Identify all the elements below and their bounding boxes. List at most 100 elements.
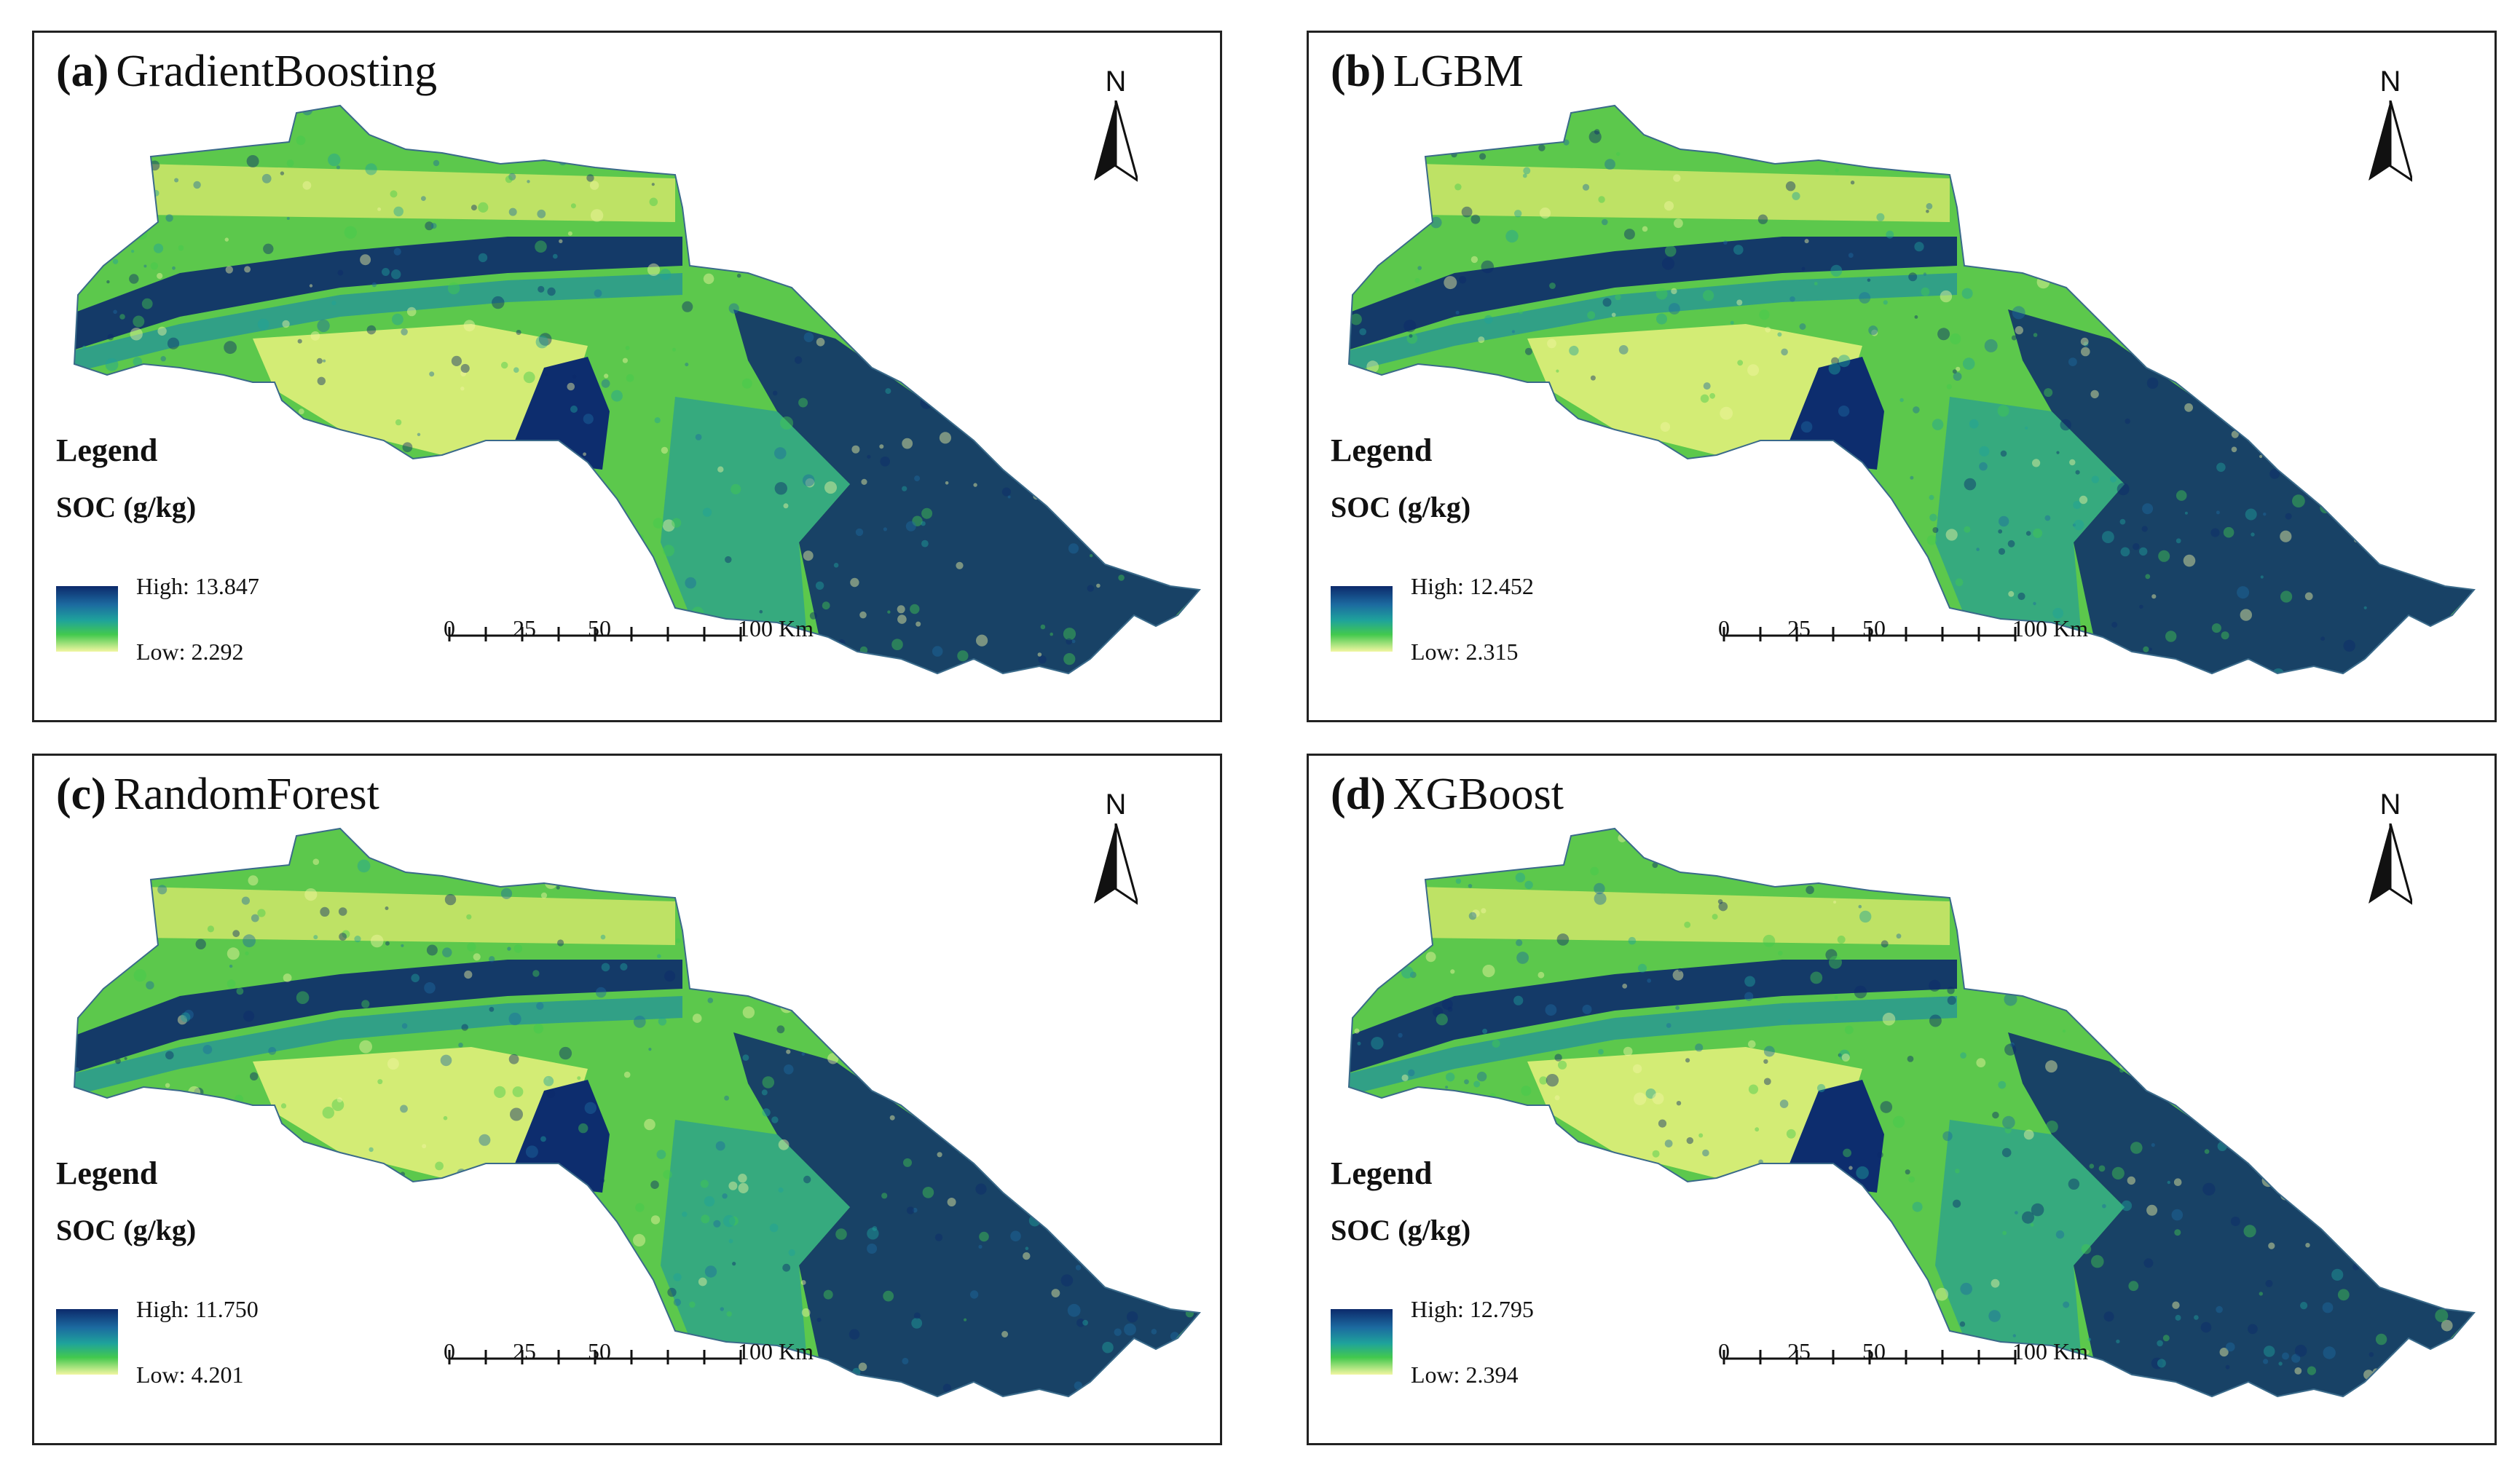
texture-dot (2259, 454, 2263, 459)
texture-dot (783, 503, 789, 509)
texture-dot (651, 183, 655, 186)
texture-dot (125, 857, 131, 863)
texture-dot (1611, 312, 1616, 317)
texture-dot (2296, 372, 2302, 379)
texture-dot (1001, 1043, 1007, 1048)
texture-dot (2253, 435, 2256, 438)
texture-dot (1663, 201, 1674, 211)
texture-dot (2097, 125, 2108, 136)
texture-dot (2289, 260, 2299, 270)
texture-dot (959, 232, 972, 246)
texture-dot (1372, 665, 1382, 673)
texture-dot (2428, 113, 2441, 126)
teal-band (1349, 996, 1957, 1098)
texture-dot (905, 521, 916, 532)
texture-dot (1825, 949, 1838, 961)
texture-dot (717, 466, 724, 473)
texture-dot (637, 547, 646, 556)
texture-dot (627, 1299, 640, 1312)
texture-dot (2059, 138, 2066, 145)
texture-dot (1594, 882, 1605, 895)
texture-dot (2263, 1359, 2269, 1364)
texture-dot (125, 587, 132, 593)
texture-dot (2300, 1302, 2308, 1310)
texture-dot (913, 152, 918, 157)
texture-dot (1860, 842, 1865, 846)
texture-dot (1697, 464, 1704, 470)
texture-dot (1749, 577, 1757, 585)
texture-dot (1816, 475, 1826, 484)
texture-dot (2323, 853, 2328, 858)
texture-dot (1964, 478, 1977, 491)
texture-dot (1470, 256, 1478, 264)
texture-dot (1652, 1092, 1664, 1105)
texture-dot (105, 169, 110, 174)
texture-dot (965, 1096, 976, 1107)
texture-dot (522, 869, 535, 882)
texture-dot (133, 411, 146, 423)
texture-dot (1988, 1377, 1999, 1386)
texture-dot (1499, 529, 1511, 541)
pale-belt (143, 887, 675, 945)
texture-dot (1546, 1147, 1553, 1154)
texture-dot (846, 1405, 851, 1410)
texture-dot (1400, 1200, 1411, 1212)
texture-dot (778, 1139, 790, 1150)
texture-dot (1596, 591, 1607, 601)
texture-dot (889, 1115, 895, 1121)
texture-dot (369, 1147, 374, 1153)
texture-dot (1359, 328, 1366, 336)
texture-dot (2072, 523, 2076, 527)
texture-dot (1779, 1099, 1789, 1108)
texture-dot (962, 871, 972, 880)
texture-dot (2263, 513, 2267, 516)
texture-dot (2256, 681, 2268, 693)
texture-dot (1495, 485, 1500, 490)
texture-dot (622, 357, 629, 363)
texture-dot (960, 129, 964, 133)
texture-dot (2320, 636, 2325, 641)
texture-dot (2439, 654, 2445, 660)
texture-dot (443, 1115, 448, 1121)
texture-dot (1436, 1400, 1443, 1407)
texture-dot (1077, 304, 1083, 310)
texture-dot (2357, 1144, 2361, 1149)
texture-dot (1781, 1303, 1785, 1307)
texture-dot (2268, 890, 2281, 904)
texture-dot (112, 258, 119, 264)
texture-dot (323, 359, 326, 363)
texture-dot (508, 1012, 521, 1026)
texture-dot (486, 1323, 492, 1329)
texture-dot (494, 1086, 506, 1098)
texture-dot (1864, 874, 1869, 879)
texture-dot (1948, 870, 1953, 875)
texture-dot (2272, 406, 2283, 416)
texture-dot (1998, 135, 2011, 149)
texture-dot (63, 1099, 74, 1110)
texture-dot (1186, 248, 1197, 258)
texture-dot (1160, 180, 1167, 186)
texture-dot (867, 194, 874, 202)
texture-dot (195, 938, 206, 949)
texture-dot (1436, 1013, 1448, 1026)
texture-dot (1789, 296, 1795, 302)
texture-dot (1856, 1166, 1869, 1179)
texture-dot (2090, 390, 2099, 399)
texture-dot (786, 139, 797, 149)
texture-dot (463, 320, 476, 332)
texture-dot (600, 1178, 605, 1183)
texture-dot (544, 373, 548, 376)
texture-dot (1438, 117, 1442, 122)
texture-dot (1616, 151, 1621, 157)
texture-dot (839, 1016, 852, 1030)
texture-dot (2069, 459, 2076, 466)
texture-dot (2081, 956, 2090, 965)
texture-dot (1349, 902, 1355, 914)
texture-dot (793, 1402, 800, 1410)
texture-dot (1141, 963, 1146, 968)
texture-dot (2111, 622, 2118, 628)
texture-dot (849, 223, 861, 234)
texture-dot (418, 1326, 430, 1338)
texture-dot (855, 1035, 865, 1046)
texture-dot (635, 1203, 645, 1212)
